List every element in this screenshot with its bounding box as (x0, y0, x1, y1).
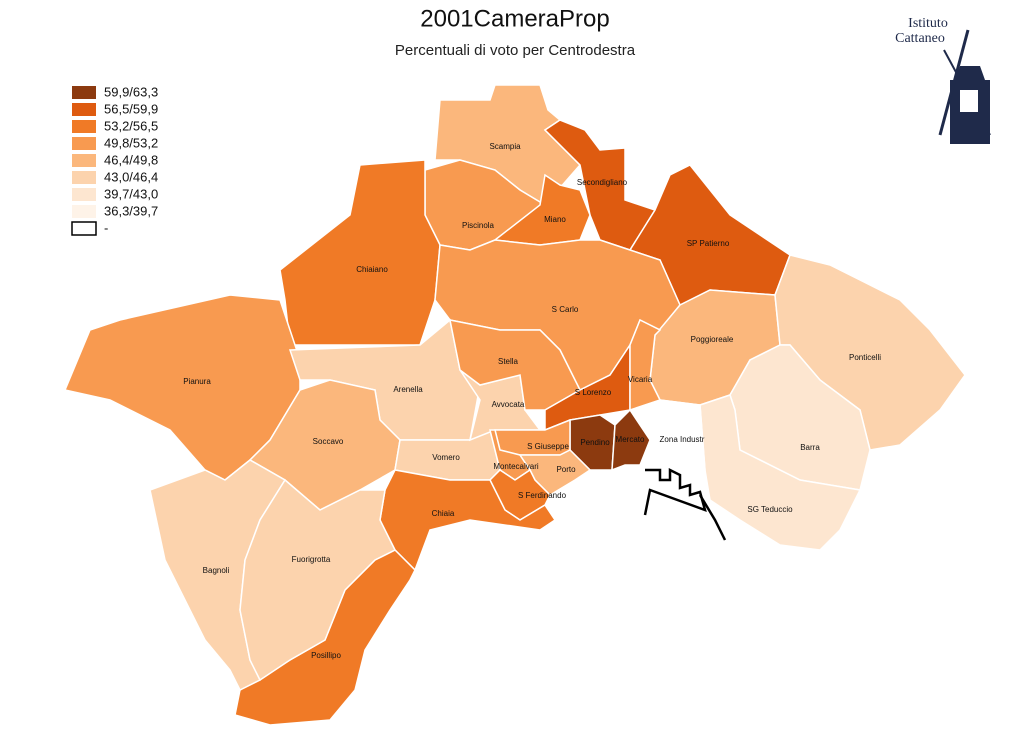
district-label: Scampia (489, 142, 521, 151)
legend-label: 49,8/53,2 (104, 135, 158, 150)
district-label: Miano (544, 215, 566, 224)
district-label: SG Teduccio (747, 505, 793, 514)
district-label: Stella (498, 357, 519, 366)
district-label: SP Patierno (687, 239, 730, 248)
district-label: Bagnoli (203, 566, 230, 575)
legend-label: 56,5/59,9 (104, 101, 158, 116)
district-label: Piscinola (462, 221, 495, 230)
legend-label: 46,4/49,8 (104, 152, 158, 167)
legend-swatch (72, 188, 96, 201)
district-label: Chiaiano (356, 265, 388, 274)
district-label: Mercato (616, 435, 645, 444)
legend-label: 36,3/39,7 (104, 203, 158, 218)
legend-label: 39,7/43,0 (104, 186, 158, 201)
legend-swatch (72, 171, 96, 184)
legend-swatch (72, 205, 96, 218)
port-docks (643, 467, 727, 541)
logo-text: Istituto (908, 16, 948, 31)
district-label: Vicaria (628, 375, 653, 384)
district-label: S Ferdinando (518, 491, 567, 500)
legend-label: 43,0/46,4 (104, 169, 158, 184)
district (239, 478, 397, 682)
district-label: Avvocata (492, 400, 525, 409)
title: 2001CameraProp (420, 5, 609, 32)
legend-swatch (72, 103, 96, 116)
district (611, 408, 651, 472)
district-label: Montecalvari (493, 462, 539, 471)
subtitle: Percentuali di voto per Centrodestra (395, 42, 636, 59)
district-label: Zona Industr (660, 435, 705, 444)
district-label: S Carlo (552, 305, 579, 314)
legend-swatch (72, 154, 96, 167)
district-label: Vomero (432, 453, 460, 462)
district (629, 318, 662, 412)
legend-swatch (72, 86, 96, 99)
legend-swatch (72, 120, 96, 133)
district-label: Barra (800, 443, 820, 452)
legend: 59,9/63,3 56,5/59,9 53,2/56,5 49,8/53,2 46,4… (71, 84, 158, 236)
district-label: Arenella (393, 385, 423, 394)
districts: Scampia Secondigliano SP Patierno Piscinola… (63, 84, 966, 726)
legend-swatch (71, 221, 97, 236)
legend-label: 53,2/56,5 (104, 118, 158, 133)
district-label: Chiaia (432, 509, 455, 518)
district-label: Poggioreale (691, 335, 734, 344)
district (279, 159, 441, 346)
district-label: Secondigliano (577, 178, 628, 187)
logo-text: Cattaneo (895, 31, 945, 46)
logo: Istituto Cattaneo (895, 16, 991, 144)
district-label: Pendino (580, 438, 610, 447)
district-label: Fuorigrotta (292, 555, 331, 564)
district-label: S Lorenzo (575, 388, 612, 397)
legend-label: 59,9/63,3 (104, 84, 158, 99)
legend-swatch (72, 137, 96, 150)
district-label: Ponticelli (849, 353, 881, 362)
district-label: Pianura (183, 377, 211, 386)
district (699, 394, 862, 551)
district-label: S Giuseppe (527, 442, 569, 451)
district-label: Porto (556, 465, 576, 474)
district-label: Posillipo (311, 651, 341, 660)
legend-label: - (104, 220, 108, 235)
district (543, 119, 657, 251)
district-label: Soccavo (313, 437, 344, 446)
district (248, 379, 401, 511)
